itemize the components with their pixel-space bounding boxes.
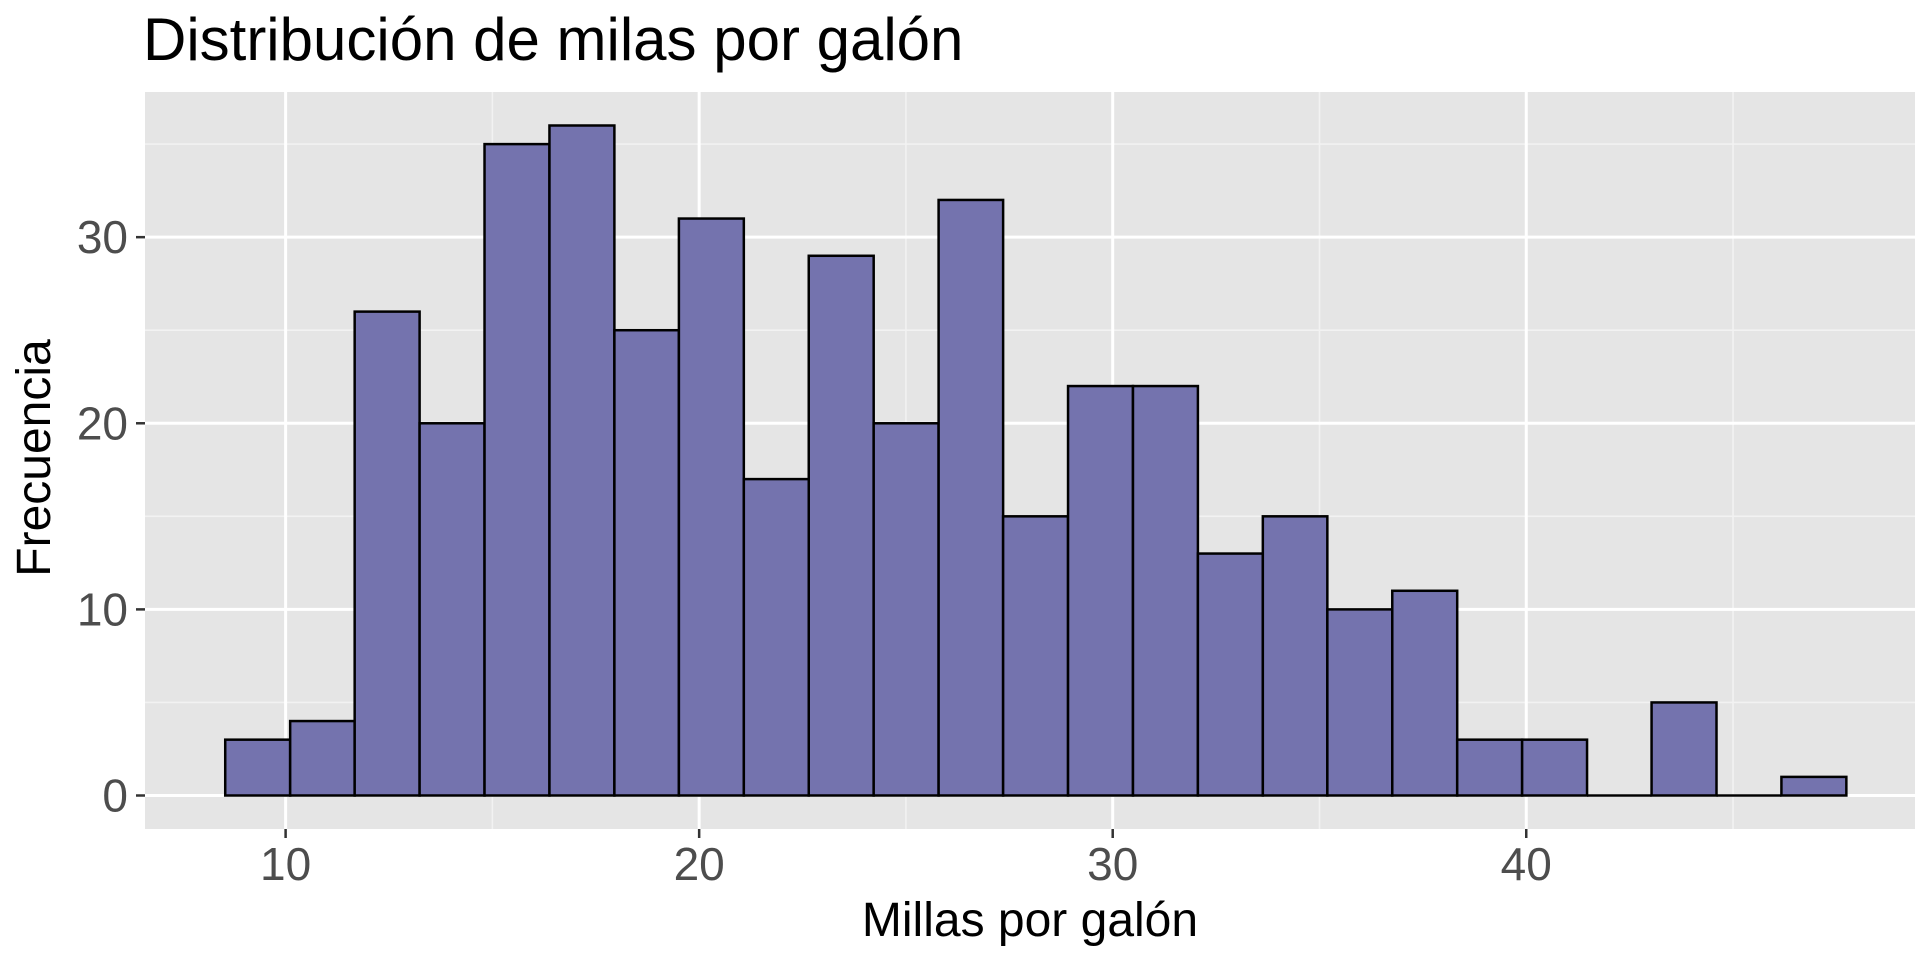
histogram-bar <box>223 738 292 797</box>
x-tick-label: 30 <box>1087 838 1138 890</box>
histogram-bar <box>1391 589 1459 797</box>
histogram-bar <box>677 217 746 797</box>
y-axis-title: Frecuencia <box>8 339 61 577</box>
histogram-bar <box>288 719 356 797</box>
y-axis-ticks: 0 10 20 30 <box>77 211 145 822</box>
histogram-bar <box>1326 608 1394 797</box>
histogram-bar <box>1261 515 1329 797</box>
histogram-bar <box>937 198 1005 797</box>
y-tick-label: 0 <box>102 770 128 822</box>
histogram-bar <box>742 477 811 797</box>
histogram-bar <box>1455 738 1524 797</box>
y-tick-label: 20 <box>77 397 128 449</box>
x-tick-label: 10 <box>260 838 311 890</box>
histogram-bar <box>1066 384 1135 797</box>
histogram-bar <box>1780 775 1848 797</box>
histogram-bar <box>1001 515 1070 797</box>
y-tick-label: 10 <box>77 583 128 635</box>
histogram-bar <box>418 422 486 797</box>
histogram-bar <box>872 422 940 797</box>
x-axis-ticks: 10 20 30 40 <box>260 829 1552 890</box>
histogram-bar <box>483 142 551 797</box>
histogram-bar <box>353 310 421 797</box>
histogram-bar <box>613 328 681 797</box>
histogram-bar <box>1650 701 1718 797</box>
histogram-bar <box>1131 384 1200 797</box>
histogram-bar <box>1520 738 1589 797</box>
y-tick-label: 30 <box>77 211 128 263</box>
histogram-bar <box>1196 552 1265 797</box>
histogram-bars <box>223 124 1848 797</box>
histogram-bar <box>548 124 616 797</box>
chart-title: Distribución de milas por galón <box>143 6 963 73</box>
histogram-bar <box>807 254 875 797</box>
x-axis-title: Millas por galón <box>862 894 1198 947</box>
x-tick-label: 40 <box>1501 838 1552 890</box>
x-tick-label: 20 <box>674 838 725 890</box>
